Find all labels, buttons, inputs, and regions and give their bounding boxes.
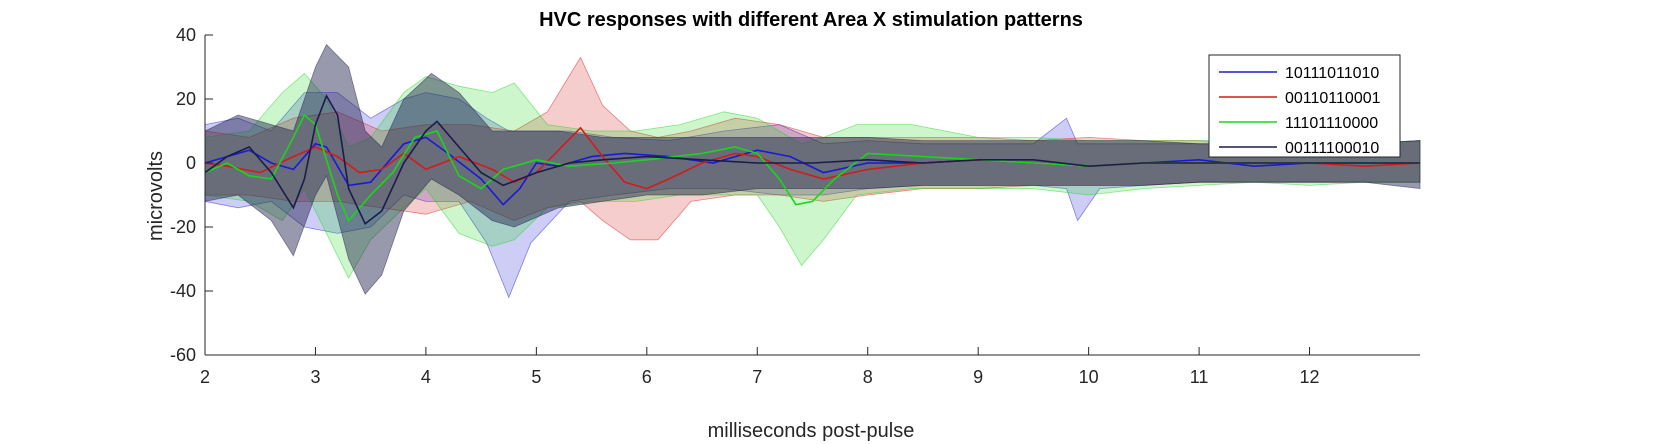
x-tick-label: 10 [1079,367,1099,387]
chart-title: HVC responses with different Area X stim… [539,9,1083,31]
x-tick-label: 4 [421,367,431,387]
x-tick-label: 8 [863,367,873,387]
x-tick-label: 6 [642,367,652,387]
x-tick-label: 2 [200,367,210,387]
mean-lines [204,93,1421,226]
x-tick-label: 3 [310,367,320,387]
legend-label-1: 10111011010 [1285,65,1379,82]
x-tick-label: 7 [752,367,762,387]
x-tick-label: 11 [1190,367,1209,387]
y-tick-label: 0 [186,153,196,173]
y-axis-label: microvolts [145,151,167,241]
legend-label-2: 00110110001 [1285,90,1381,107]
y-tick-label: -40 [170,281,196,301]
x-tick-label: 5 [531,367,541,387]
legend-label-4: 00111100010 [1285,140,1379,157]
x-tick-label: 9 [973,367,983,387]
legend-label-3: 11101110000 [1285,115,1378,132]
x-axis-label: milliseconds post-pulse [708,420,915,442]
y-tick-label: 20 [176,89,196,109]
line-series-4 [204,93,1420,226]
legend: 10111011010 00110110001 11101110000 0011110… [1208,54,1401,158]
axes [204,34,1420,356]
tick-labels: 2 3 4 5 6 7 8 9 10 11 12 -60 -40 -20 0 20 40 [170,25,1320,387]
y-tick-label: -60 [170,345,196,365]
band-series-4 [204,43,1421,295]
y-tick-label: -20 [170,217,196,237]
x-tick-label: 12 [1300,367,1320,387]
y-tick-label: 40 [176,25,196,45]
